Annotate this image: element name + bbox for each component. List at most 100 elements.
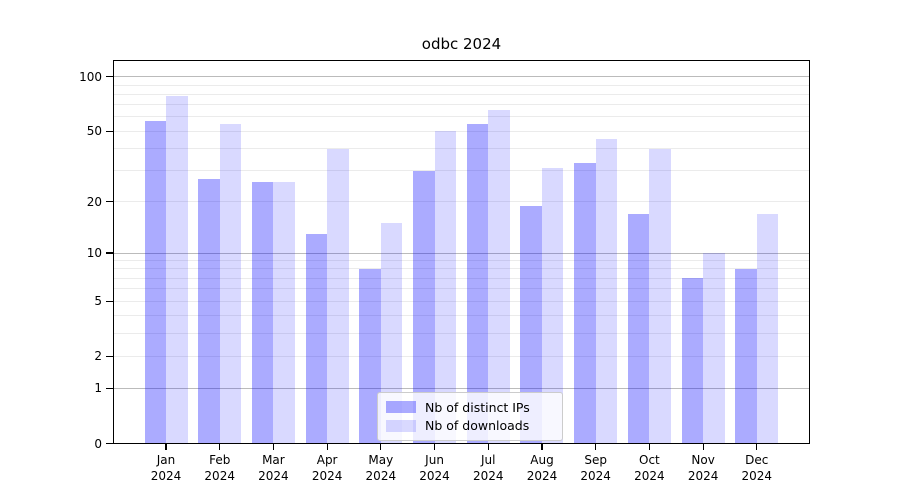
y-tick-mark bbox=[106, 252, 113, 254]
x-tick-year: 2024 bbox=[634, 468, 665, 483]
x-tick-label: Dec 2024 bbox=[727, 453, 787, 484]
x-tick-month: Mar bbox=[262, 453, 285, 467]
y-tick-mark bbox=[106, 130, 113, 132]
gridline-minor bbox=[114, 93, 809, 95]
legend-label-distinct-ips: Nb of distinct IPs bbox=[425, 399, 530, 415]
x-tick-year: 2024 bbox=[258, 468, 289, 483]
bar-distinct-ips-dec bbox=[735, 268, 757, 444]
gridline-minor bbox=[114, 116, 809, 118]
x-tick-label: Jun 2024 bbox=[405, 453, 465, 484]
x-tick-month: Jan bbox=[156, 453, 176, 467]
x-tick-month: Aug bbox=[530, 453, 554, 467]
x-tick-year: 2024 bbox=[741, 468, 773, 483]
gridline-minor bbox=[114, 260, 809, 262]
x-tick-month: Nov bbox=[691, 453, 715, 467]
gridline-minor bbox=[114, 130, 809, 132]
x-tick-mark bbox=[487, 444, 489, 450]
y-tick-mark bbox=[106, 76, 113, 78]
x-tick-year: 2024 bbox=[150, 468, 182, 483]
x-tick-month: Dec bbox=[745, 453, 769, 467]
x-tick-mark bbox=[272, 444, 274, 450]
x-tick-mark bbox=[433, 444, 436, 450]
x-tick-year: 2024 bbox=[472, 468, 504, 483]
x-tick-mark bbox=[648, 444, 650, 450]
gridline-minor bbox=[114, 315, 809, 317]
bar-distinct-ips-feb bbox=[198, 178, 220, 444]
legend-swatch-distinct-ips bbox=[386, 401, 416, 414]
bar-downloads-feb bbox=[219, 123, 242, 444]
gridline-minor bbox=[114, 300, 809, 302]
gridline-major bbox=[114, 252, 809, 254]
gridline-minor bbox=[114, 84, 809, 86]
bar-downloads-sep bbox=[595, 139, 618, 444]
x-tick-label: Jul 2024 bbox=[458, 453, 518, 484]
y-tick-label: 50 bbox=[86, 124, 102, 139]
x-tick-month: Oct bbox=[639, 453, 660, 467]
bar-downloads-jul bbox=[488, 109, 510, 444]
x-tick-month: May bbox=[368, 453, 394, 467]
y-tick-label: 1 bbox=[94, 381, 102, 396]
x-tick-label: Apr 2024 bbox=[297, 453, 357, 484]
x-tick-year: 2024 bbox=[580, 468, 611, 483]
x-tick-month: Sep bbox=[584, 453, 607, 467]
bar-distinct-ips-jul bbox=[466, 123, 489, 444]
y-tick-mark bbox=[106, 201, 113, 203]
x-tick-label: May 2024 bbox=[351, 453, 411, 484]
legend-label-downloads: Nb of downloads bbox=[425, 418, 530, 434]
bar-downloads-nov bbox=[703, 253, 725, 444]
legend-item-downloads: Nb of downloads bbox=[386, 417, 554, 435]
bar-downloads-apr bbox=[327, 148, 349, 444]
x-tick-mark bbox=[165, 444, 167, 450]
x-tick-year: 2024 bbox=[687, 468, 719, 483]
x-tick-mark bbox=[756, 444, 758, 450]
gridline-minor bbox=[114, 148, 809, 150]
x-tick-year: 2024 bbox=[204, 468, 235, 483]
gridline-major bbox=[114, 387, 809, 389]
bar-downloads-may bbox=[380, 223, 403, 444]
x-tick-mark bbox=[595, 444, 597, 450]
y-tick-label: 100 bbox=[79, 69, 102, 84]
gridline-minor bbox=[114, 268, 809, 270]
x-tick-label: Nov 2024 bbox=[673, 453, 733, 484]
bar-distinct-ips-jun bbox=[413, 170, 435, 444]
x-tick-year: 2024 bbox=[365, 468, 397, 483]
bar-downloads-jan bbox=[166, 96, 188, 444]
legend: Nb of distinct IPs Nb of downloads bbox=[377, 392, 563, 441]
x-tick-mark bbox=[380, 444, 382, 450]
x-tick-label: Sep 2024 bbox=[566, 453, 626, 484]
legend-item-distinct-ips: Nb of distinct IPs bbox=[386, 398, 554, 416]
y-tick-mark bbox=[106, 300, 113, 302]
bar-downloads-aug bbox=[541, 168, 564, 444]
bar-distinct-ips-aug bbox=[520, 205, 542, 444]
chart-title: odbc 2024 bbox=[421, 35, 502, 53]
gridline-minor bbox=[114, 277, 809, 279]
gridline-minor bbox=[114, 104, 809, 106]
y-tick-label: 20 bbox=[86, 194, 102, 209]
bar-distinct-ips-sep bbox=[574, 163, 596, 444]
x-tick-mark bbox=[219, 444, 221, 450]
bar-distinct-ips-nov bbox=[681, 278, 704, 444]
y-tick-mark bbox=[106, 442, 113, 445]
x-tick-month: Jun bbox=[425, 453, 444, 467]
legend-swatch-downloads bbox=[386, 419, 416, 432]
bar-downloads-oct bbox=[649, 148, 671, 444]
bar-distinct-ips-mar bbox=[251, 181, 274, 444]
gridline-minor bbox=[114, 201, 809, 203]
y-tick-label: 0 bbox=[94, 436, 102, 451]
x-tick-label: Jan 2024 bbox=[136, 453, 196, 484]
y-tick-label: 10 bbox=[86, 246, 102, 261]
x-tick-mark bbox=[541, 444, 543, 450]
y-tick-mark bbox=[106, 387, 113, 390]
x-tick-mark bbox=[326, 444, 328, 450]
bar-distinct-ips-jan bbox=[144, 120, 166, 444]
x-tick-year: 2024 bbox=[311, 468, 343, 483]
x-tick-month: Jul bbox=[481, 453, 496, 467]
x-tick-label: Oct 2024 bbox=[619, 453, 679, 484]
gridline-minor bbox=[114, 355, 809, 357]
bar-distinct-ips-oct bbox=[627, 213, 650, 444]
bar-downloads-mar bbox=[273, 181, 295, 444]
x-tick-month: Apr bbox=[316, 453, 338, 467]
x-tick-mark bbox=[702, 444, 704, 450]
x-tick-month: Feb bbox=[209, 453, 231, 467]
